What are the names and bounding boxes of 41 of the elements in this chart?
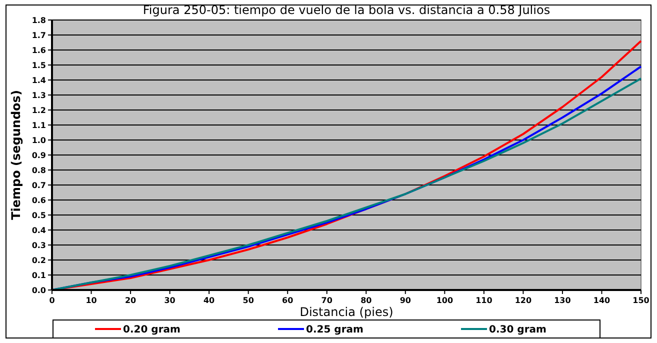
y-tick-label: 1.0 [32,136,46,145]
y-tick-label: 0.8 [32,166,46,175]
x-tick-label: 110 [476,296,493,305]
y-tick-label: 0.0 [32,286,46,295]
y-tick-label: 0.6 [32,196,46,205]
y-tick-label: 1.5 [32,60,46,70]
y-tick-label: 1.3 [32,90,46,100]
legend-label: 0.25 gram [306,324,364,336]
y-tick-label: 0.4 [32,226,46,235]
y-tick-label: 1.2 [32,106,46,115]
y-tick-label: 1.1 [32,120,46,130]
x-tick-label: 20 [124,296,137,305]
y-tick-label: 0.2 [32,256,46,265]
x-tick-label: 90 [400,296,412,305]
x-tick-label: 130 [554,296,572,305]
legend-label: 0.20 gram [123,324,180,336]
x-tick-label: 70 [321,296,333,305]
y-tick-label: 1.6 [32,46,46,55]
x-tick-label: 120 [514,296,532,305]
x-tick-label: 140 [593,296,611,305]
x-tick-label: 30 [164,296,176,305]
chart-title: Figura 250-05: tiempo de vuelo de la bola vs. distancia a 0.58 Julios [142,3,550,17]
y-tick-label: 0.1 [32,270,46,280]
x-tick-label: 0 [49,296,56,305]
x-tick-label: 60 [282,296,294,305]
y-tick-label: 0.3 [32,240,46,250]
legend-label: 0.30 gram [489,324,546,336]
x-tick-label: 100 [436,296,454,305]
y-tick-label: 0.5 [32,210,46,220]
x-tick-label: 150 [632,296,650,305]
y-tick-label: 0.9 [32,150,46,160]
y-tick-label: 1.4 [32,76,46,85]
x-tick-label: 80 [360,296,372,305]
y-tick-label: 0.7 [32,180,46,190]
x-tick-label: 50 [242,296,254,305]
x-axis-title: Distancia (pies) [300,305,394,319]
y-tick-label: 1.7 [32,30,46,40]
y-axis-title: Tiempo (segundos) [9,90,23,220]
y-tick-label: 1.8 [32,16,46,25]
x-tick-label: 10 [86,296,98,305]
x-tick-label: 40 [203,296,216,305]
